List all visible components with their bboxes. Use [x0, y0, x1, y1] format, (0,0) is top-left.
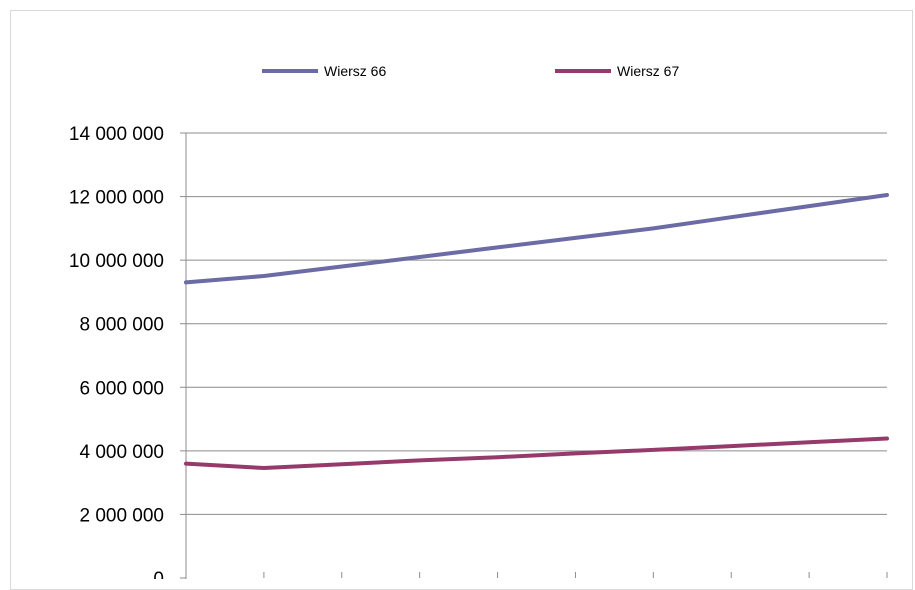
- gridlines: [186, 132, 887, 515]
- y-tick-label-5: 10 000 000: [69, 251, 164, 272]
- legend: Wiersz 66 Wiersz 67: [262, 63, 679, 79]
- y-tick-label-7: 14 000 000: [69, 124, 164, 145]
- legend-entry-1[interactable]: Wiersz 67: [555, 63, 679, 79]
- y-tick-label-2: 4 000 000: [79, 442, 164, 463]
- series-line-1: [184, 436, 889, 470]
- y-tick-label-1: 2 000 000: [79, 505, 164, 526]
- y-tick-label-3: 6 000 000: [79, 378, 164, 399]
- y-tick-label-6: 12 000 000: [69, 188, 164, 209]
- chart-frame: [10, 10, 913, 590]
- y-tick-label-4: 8 000 000: [79, 315, 164, 336]
- series-lines: [184, 193, 889, 470]
- y-axis: 0 2 000 000 4 000 000 6 000 000 8 000 000 10 …: [69, 124, 888, 579]
- series-line-0: [184, 193, 889, 285]
- legend-label-0: Wiersz 66: [324, 63, 386, 79]
- legend-entry-0[interactable]: Wiersz 66: [262, 63, 386, 79]
- y-tick-label-0: 0: [153, 569, 164, 579]
- legend-label-1: Wiersz 67: [617, 63, 679, 79]
